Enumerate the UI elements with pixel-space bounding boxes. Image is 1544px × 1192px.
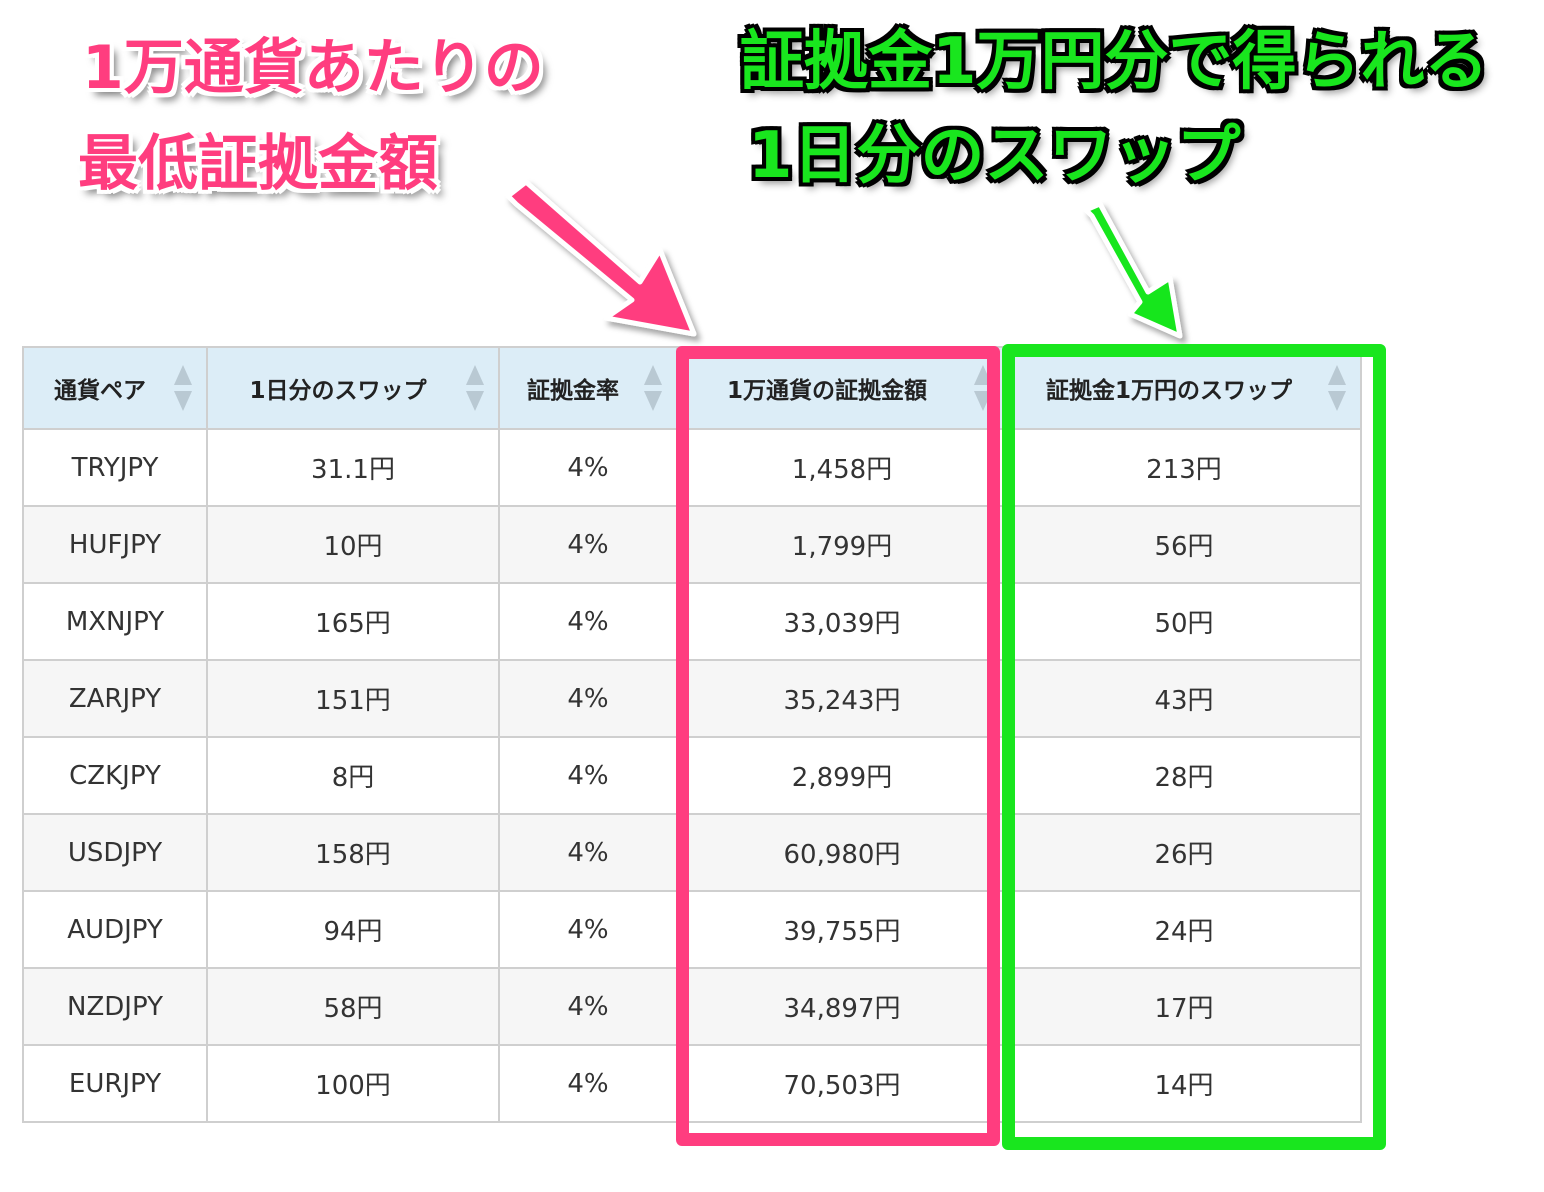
cell-pair: EURJPY: [22, 1044, 208, 1123]
cell-margin-rate: 4%: [498, 582, 678, 661]
cell-margin-rate: 4%: [498, 967, 678, 1046]
cell-margin-amount: 39,755円: [676, 890, 1008, 969]
cell-daily-swap: 31.1円: [206, 428, 500, 507]
sort-icon[interactable]: [974, 365, 992, 411]
cell-pair: CZKJPY: [22, 736, 208, 815]
cell-margin-amount: 34,897円: [676, 967, 1008, 1046]
header-label: 1日分のスワップ: [249, 378, 427, 404]
sort-icon[interactable]: [174, 365, 192, 411]
table-header-row: 通貨ペア 1日分のスワップ 証拠金率 1万通貨の証拠金額 証拠金1万円のスワップ: [22, 346, 1362, 430]
cell-margin-amount: 1,799円: [676, 505, 1008, 584]
swap-table: 通貨ペア 1日分のスワップ 証拠金率 1万通貨の証拠金額 証拠金1万円のスワップ: [22, 346, 1362, 1123]
header-margin-amount[interactable]: 1万通貨の証拠金額: [676, 346, 1008, 430]
cell-margin-rate: 4%: [498, 736, 678, 815]
table-row: ZARJPY 151円 4% 35,243円 43円: [22, 659, 1362, 738]
cell-margin-amount: 60,980円: [676, 813, 1008, 892]
cell-swap-per-10k: 50円: [1006, 582, 1362, 661]
cell-margin-rate: 4%: [498, 659, 678, 738]
table-row: NZDJPY 58円 4% 34,897円 17円: [22, 967, 1362, 1046]
cell-daily-swap: 10円: [206, 505, 500, 584]
cell-margin-amount: 2,899円: [676, 736, 1008, 815]
cell-daily-swap: 151円: [206, 659, 500, 738]
cell-daily-swap: 158円: [206, 813, 500, 892]
header-daily-swap[interactable]: 1日分のスワップ: [206, 346, 500, 430]
cell-pair: MXNJPY: [22, 582, 208, 661]
swap-annotation-line2: 1日分のスワップ: [748, 119, 1241, 193]
cell-daily-swap: 8円: [206, 736, 500, 815]
cell-daily-swap: 100円: [206, 1044, 500, 1123]
cell-margin-amount: 1,458円: [676, 428, 1008, 507]
cell-pair: TRYJPY: [22, 428, 208, 507]
margin-annotation-line2: 最低証拠金額: [78, 129, 438, 199]
header-label: 通貨ペア: [54, 378, 146, 404]
header-swap-per-10k[interactable]: 証拠金1万円のスワップ: [1006, 346, 1362, 430]
green-arrow-icon: [1083, 201, 1183, 339]
table-row: AUDJPY 94円 4% 39,755円 24円: [22, 890, 1362, 969]
cell-swap-per-10k: 17円: [1006, 967, 1362, 1046]
margin-annotation-line1: 1万通貨あたりの: [82, 33, 544, 103]
cell-pair: ZARJPY: [22, 659, 208, 738]
cell-margin-rate: 4%: [498, 1044, 678, 1123]
pink-arrow-icon: [505, 179, 697, 337]
cell-pair: USDJPY: [22, 813, 208, 892]
cell-margin-rate: 4%: [498, 890, 678, 969]
cell-daily-swap: 58円: [206, 967, 500, 1046]
table-row: MXNJPY 165円 4% 33,039円 50円: [22, 582, 1362, 661]
header-currency-pair[interactable]: 通貨ペア: [22, 346, 208, 430]
table-row: HUFJPY 10円 4% 1,799円 56円: [22, 505, 1362, 584]
sort-icon[interactable]: [644, 365, 662, 411]
cell-swap-per-10k: 24円: [1006, 890, 1362, 969]
table-row: USDJPY 158円 4% 60,980円 26円: [22, 813, 1362, 892]
cell-margin-amount: 70,503円: [676, 1044, 1008, 1123]
header-label: 1万通貨の証拠金額: [726, 378, 927, 404]
sort-icon[interactable]: [466, 365, 484, 411]
cell-margin-amount: 35,243円: [676, 659, 1008, 738]
cell-margin-rate: 4%: [498, 813, 678, 892]
swap-annotation-line1: 証拠金1万円分で得られる: [740, 25, 1489, 99]
header-label: 証拠金1万円のスワップ: [1045, 378, 1292, 404]
table-row: TRYJPY 31.1円 4% 1,458円 213円: [22, 428, 1362, 507]
cell-swap-per-10k: 26円: [1006, 813, 1362, 892]
table-row: CZKJPY 8円 4% 2,899円 28円: [22, 736, 1362, 815]
cell-daily-swap: 165円: [206, 582, 500, 661]
cell-pair: AUDJPY: [22, 890, 208, 969]
cell-swap-per-10k: 28円: [1006, 736, 1362, 815]
cell-pair: NZDJPY: [22, 967, 208, 1046]
header-label: 証拠金率: [527, 378, 619, 404]
cell-swap-per-10k: 43円: [1006, 659, 1362, 738]
cell-margin-rate: 4%: [498, 428, 678, 507]
cell-daily-swap: 94円: [206, 890, 500, 969]
sort-icon[interactable]: [1328, 365, 1346, 411]
cell-margin-amount: 33,039円: [676, 582, 1008, 661]
header-margin-rate[interactable]: 証拠金率: [498, 346, 678, 430]
table-row: EURJPY 100円 4% 70,503円 14円: [22, 1044, 1362, 1123]
cell-swap-per-10k: 56円: [1006, 505, 1362, 584]
cell-swap-per-10k: 14円: [1006, 1044, 1362, 1123]
cell-margin-rate: 4%: [498, 505, 678, 584]
cell-swap-per-10k: 213円: [1006, 428, 1362, 507]
cell-pair: HUFJPY: [22, 505, 208, 584]
